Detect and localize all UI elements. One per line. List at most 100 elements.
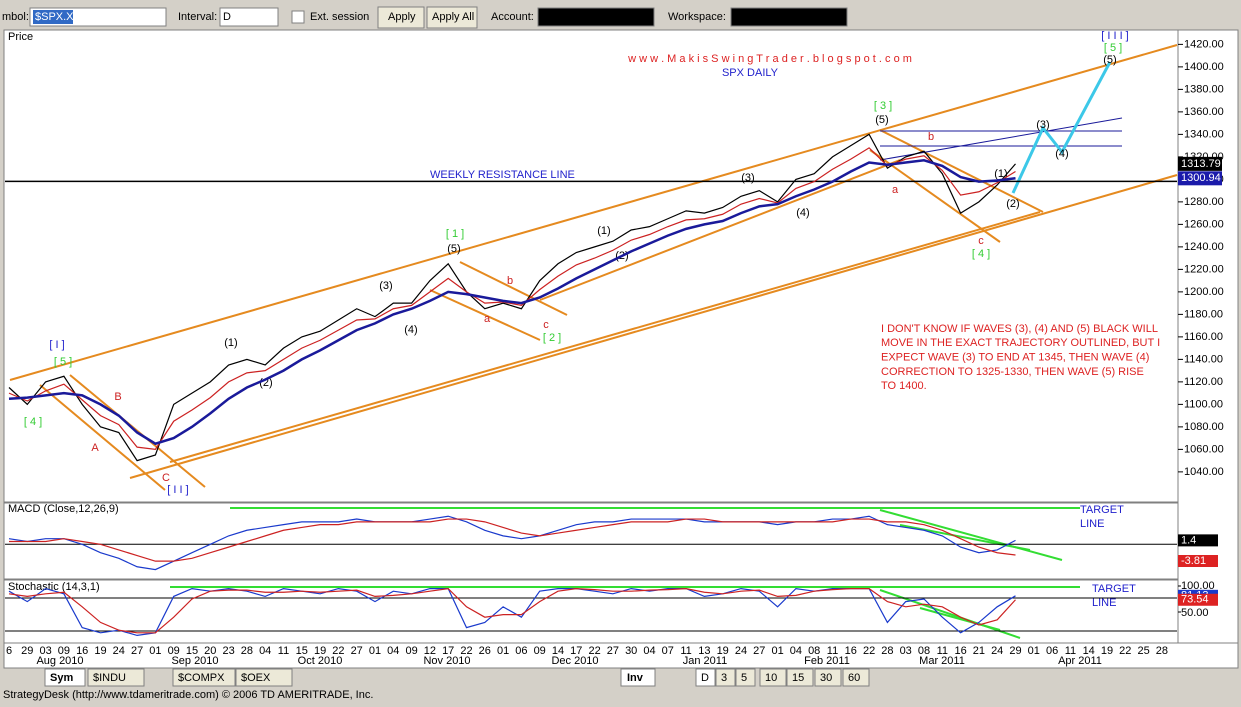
x-tick-label: 29 <box>1009 645 1021 657</box>
subtitle: SPX DAILY <box>722 67 779 79</box>
x-tick-label: 19 <box>94 645 106 657</box>
interval-box[interactable] <box>219 7 279 27</box>
tab-label[interactable]: $COMPX <box>178 672 225 684</box>
note: CORRECTION TO 1325-1330, THEN WAVE (5) R… <box>881 366 1144 378</box>
x-tick-label: 03 <box>900 645 912 657</box>
x-tick-label: 17 <box>570 645 582 657</box>
apply-button[interactable] <box>377 6 425 29</box>
price-flag-label: 1300.94 <box>1181 172 1221 184</box>
x-tick-label: 22 <box>1119 645 1131 657</box>
tab-label[interactable]: 30 <box>820 672 832 684</box>
x-tick-label: 11 <box>680 645 691 657</box>
x-tick-label: 11 <box>937 645 948 657</box>
wave-label: (5) <box>1103 54 1116 66</box>
wave-label: (5) <box>447 243 460 255</box>
tab[interactable] <box>44 668 86 687</box>
tab-label[interactable]: $INDU <box>93 672 126 684</box>
annotation: LINE <box>1080 518 1104 530</box>
tab-label[interactable]: 60 <box>848 672 860 684</box>
checkbox[interactable] <box>291 10 305 24</box>
x-tick-label: 09 <box>58 645 70 657</box>
x-tick-label: 22 <box>863 645 875 657</box>
tab-label[interactable]: 10 <box>765 672 777 684</box>
month-label: Sep 2010 <box>171 655 218 667</box>
month-label: Feb 2011 <box>804 655 850 667</box>
series-line <box>8 158 1016 446</box>
x-tick-label: 20 <box>204 645 216 657</box>
tab-label[interactable]: Sym <box>50 672 73 684</box>
wave-label: [ I ] <box>49 339 64 351</box>
tab[interactable] <box>715 668 736 687</box>
selection <box>33 10 73 24</box>
wave-label: (1) <box>224 337 237 349</box>
value-flag-label: 1.4 <box>1181 534 1196 546</box>
x-tick-label: 01 <box>1028 645 1040 657</box>
series-line <box>8 147 1016 451</box>
tab[interactable] <box>842 668 870 687</box>
tab-label[interactable]: 5 <box>741 672 747 684</box>
wave-label: (4) <box>796 207 809 219</box>
x-tick-label: 27 <box>351 645 363 657</box>
x-tick-label: 24 <box>735 645 747 657</box>
label[interactable]: $SPX.X <box>35 11 74 23</box>
x-tick-label: 16 <box>76 645 88 657</box>
y-tick-label: 50.00 <box>1181 607 1209 619</box>
y-tick-label: 1160.00 <box>1184 331 1223 343</box>
tab[interactable] <box>695 668 716 687</box>
label[interactable]: Apply <box>388 11 416 23</box>
wave-label: [ 4 ] <box>972 248 990 260</box>
x-tick-label: 14 <box>552 645 564 657</box>
wave-label: [ 3 ] <box>874 100 892 112</box>
annotation: TARGET <box>1080 504 1124 516</box>
tab[interactable] <box>87 668 145 687</box>
wave-label: (2) <box>1006 198 1019 210</box>
y-tick-label: 1120.00 <box>1184 376 1223 388</box>
label[interactable]: D <box>223 11 231 23</box>
wave-label: (4) <box>1055 148 1068 160</box>
x-tick-label: 19 <box>1101 645 1113 657</box>
x-tick-label: 12 <box>424 645 436 657</box>
tab[interactable] <box>759 668 787 687</box>
tab[interactable] <box>814 668 842 687</box>
panel-label: MACD (Close,12,26,9) <box>8 503 119 515</box>
x-tick-label: 28 <box>1156 645 1168 657</box>
wave-label: (1) <box>597 225 610 237</box>
x-tick-label: 19 <box>717 645 729 657</box>
y-tick-label: 1200.00 <box>1184 286 1224 298</box>
x-tick-label: 08 <box>808 645 820 657</box>
tab-label[interactable]: $OEX <box>241 672 271 684</box>
tab-label[interactable]: 3 <box>721 672 727 684</box>
x-tick-label: 24 <box>991 645 1003 657</box>
target-lines <box>170 507 1080 639</box>
tab-label[interactable]: 15 <box>792 672 804 684</box>
tab-label[interactable]: Inv <box>627 672 644 684</box>
x-tick-label: 11 <box>278 645 289 657</box>
status-bar: StrategyDesk (http://www.tdameritrade.co… <box>3 689 373 701</box>
tab-label[interactable]: D <box>701 672 709 684</box>
x-tick-label: 13 <box>698 645 710 657</box>
x-tick-label: 27 <box>607 645 619 657</box>
tab[interactable] <box>786 668 814 687</box>
x-tick-label: 01 <box>369 645 381 657</box>
wave-label: (4) <box>404 324 417 336</box>
y-tick-label: 1220.00 <box>1184 263 1224 275</box>
tab[interactable] <box>172 668 236 687</box>
x-tick-label: 11 <box>1065 645 1076 657</box>
x-tick-label: 23 <box>222 645 234 657</box>
x-tick-label: 04 <box>643 645 655 657</box>
x-tick-label: 09 <box>534 645 546 657</box>
label[interactable]: Apply All <box>432 11 474 23</box>
y-tick-label: 1060.00 <box>1184 443 1224 455</box>
x-tick-label: 24 <box>113 645 125 657</box>
account-box[interactable] <box>537 7 655 27</box>
macd-panel <box>3 502 1179 580</box>
annotation: TARGET <box>1092 583 1136 595</box>
y-tick-label: 1360.00 <box>1184 106 1224 118</box>
tab[interactable] <box>735 668 756 687</box>
wave-label: a <box>484 313 491 325</box>
workspace-box[interactable] <box>730 7 848 27</box>
apply-all-button[interactable] <box>426 6 478 29</box>
tab[interactable] <box>620 668 656 687</box>
tab[interactable] <box>235 668 293 687</box>
x-tick-label: 6 <box>6 645 12 657</box>
